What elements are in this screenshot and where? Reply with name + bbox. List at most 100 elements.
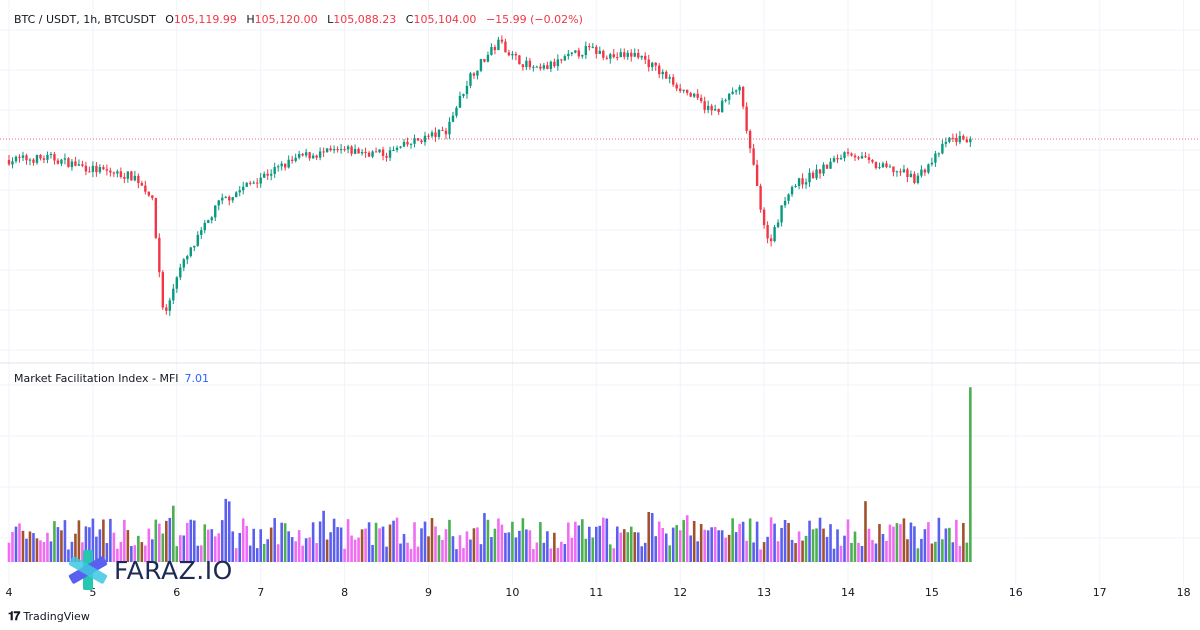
close-label: C xyxy=(405,13,414,26)
candle-body xyxy=(392,150,395,152)
candle-body xyxy=(95,165,98,173)
tradingview-branding[interactable]: 𝟏𝟕 TradingView xyxy=(8,609,90,624)
candle-body xyxy=(616,57,619,59)
candle-body xyxy=(329,148,332,151)
mfi-bar xyxy=(514,537,518,562)
mfi-bar xyxy=(846,519,850,562)
mfi-bar xyxy=(102,519,105,562)
mfi-bar xyxy=(360,529,364,562)
mfi-bar xyxy=(217,533,221,562)
candle-body xyxy=(703,101,706,110)
mfi-bar xyxy=(402,534,406,562)
mfi-bar xyxy=(74,533,77,562)
candle-body xyxy=(297,153,301,158)
mfi-bar xyxy=(542,542,546,562)
mfi-bar xyxy=(332,518,336,562)
mfi-bar xyxy=(902,518,906,562)
candle-body xyxy=(658,65,661,75)
mfi-bar xyxy=(409,548,413,562)
candle-body xyxy=(644,55,647,60)
candle-body xyxy=(916,175,920,183)
mfi-bar xyxy=(283,523,287,562)
candle-body xyxy=(126,171,130,179)
mfi-bar xyxy=(112,532,116,562)
candle-body xyxy=(892,166,895,173)
mfi-bar xyxy=(465,531,469,562)
mfi-bar xyxy=(224,498,228,562)
mfi-bar xyxy=(878,524,881,562)
candle-body xyxy=(850,153,853,156)
mfi-bar xyxy=(381,526,385,562)
symbol-title[interactable]: BTC / USDT, 1h, BTCUSDT xyxy=(14,13,156,26)
mfi-bar xyxy=(920,538,923,562)
mfi-bar xyxy=(301,545,304,562)
candle-body xyxy=(528,60,532,68)
mfi-bar xyxy=(857,542,860,562)
mfi-bar xyxy=(88,527,91,562)
mfi-bar xyxy=(867,528,871,562)
mfi-bar xyxy=(144,545,147,562)
candle-body xyxy=(455,107,458,116)
candle-body xyxy=(619,52,622,58)
mfi-bar xyxy=(951,542,955,562)
mfi-bar xyxy=(11,531,14,562)
candle-body xyxy=(713,109,717,111)
candle-body xyxy=(402,141,406,147)
indicator-legend[interactable]: Market Facilitation Index - MFI 7.01 xyxy=(14,372,209,385)
mfi-bar xyxy=(927,522,930,562)
candle-body xyxy=(717,109,720,113)
mfi-bar xyxy=(60,530,63,562)
candle-body xyxy=(769,238,773,242)
mfi-bar xyxy=(448,519,451,562)
candle-body xyxy=(88,171,91,173)
candle-body xyxy=(165,307,168,311)
grid-lines xyxy=(0,0,1200,585)
candle-body xyxy=(413,138,416,144)
mfi-bar xyxy=(241,518,245,562)
candle-body xyxy=(158,237,161,273)
mfi-bar xyxy=(724,537,727,562)
candle-body xyxy=(570,52,574,54)
mfi-bar xyxy=(213,536,217,562)
watermark: FARAZ.IO xyxy=(66,548,233,592)
mfi-bar xyxy=(682,520,685,562)
mfi-bar xyxy=(797,531,801,562)
mfi-bar xyxy=(28,531,32,562)
candle-body xyxy=(416,138,420,141)
candle-body xyxy=(623,52,626,57)
candle-body xyxy=(518,55,521,65)
mfi-bar xyxy=(35,538,39,562)
mfi-bar xyxy=(262,543,266,562)
candle-body xyxy=(35,154,39,163)
candle-body xyxy=(563,56,567,61)
mfi-bar xyxy=(444,529,448,562)
mfi-bar xyxy=(815,528,818,562)
candle-body xyxy=(762,209,766,226)
mfi-bar xyxy=(556,547,560,562)
mfi-bar xyxy=(570,537,574,562)
mfi-bar xyxy=(304,538,308,562)
candle-body xyxy=(81,164,84,166)
candle-body xyxy=(154,198,158,238)
time-axis[interactable]: 4 5 6 7 8 9 10 11 12 13 14 15 16 17 18 xyxy=(6,586,1191,599)
mfi-bar xyxy=(252,528,256,562)
candle-body xyxy=(434,132,437,137)
candle-body xyxy=(937,153,941,155)
candle-body xyxy=(556,59,560,67)
candle-body xyxy=(367,152,371,157)
candle-body xyxy=(696,93,699,98)
mfi-bar xyxy=(595,526,598,562)
mfi-bar xyxy=(762,542,766,562)
mfi-bar xyxy=(664,533,668,562)
candle-body xyxy=(193,245,196,248)
mfi-bar xyxy=(909,522,913,562)
mfi-bar xyxy=(199,545,203,562)
mfi-bar xyxy=(958,545,962,562)
candle-body xyxy=(469,73,472,86)
x-tick-label: 10 xyxy=(505,586,519,599)
mfi-bar xyxy=(63,520,67,562)
mfi-bar xyxy=(727,534,731,562)
mfi-bar xyxy=(839,545,843,562)
candle-body xyxy=(598,50,601,54)
